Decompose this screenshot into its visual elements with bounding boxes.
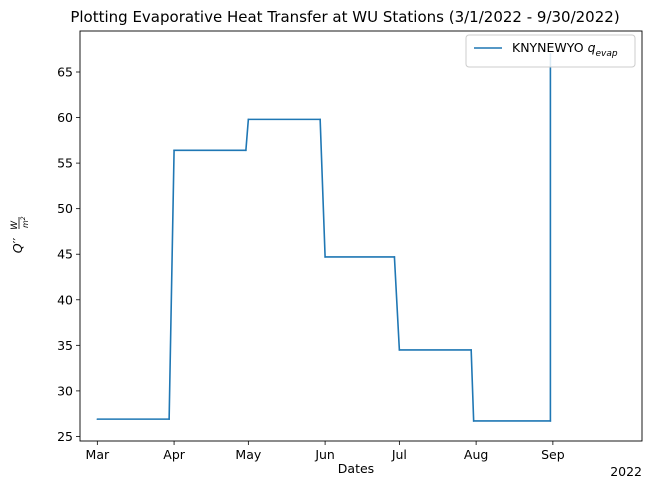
y-tick-label: 45: [57, 247, 73, 262]
x-tick-label: Apr: [163, 447, 185, 462]
svg-text:m2: m2: [20, 216, 30, 228]
svg-text:Q′′ W: Q′′ W: [10, 220, 25, 254]
y-label-den: m: [21, 220, 30, 228]
series-points: [96, 52, 552, 422]
legend-box: [465, 34, 636, 68]
y-tick-label: 65: [57, 65, 73, 80]
y-label-q: Q: [10, 243, 25, 253]
x-tick-label: Aug: [464, 447, 488, 462]
series-data-point: [398, 349, 401, 351]
y-tick-label: 30: [57, 383, 73, 398]
legend-label-q: q: [588, 40, 596, 55]
y-tick-label: 35: [57, 338, 73, 353]
axes-frame: [79, 30, 643, 442]
y-label-den-sup: 2: [20, 216, 27, 220]
y-axis-ticks: 25 30 35 40 45 50 55 60 65: [57, 65, 80, 444]
x-axis-ticks: Mar Apr May Jun Jul Aug Sep: [86, 441, 565, 462]
legend-label-main: KNYNEWYO: [512, 40, 588, 55]
series-data-point: [470, 349, 472, 351]
x-tick-label: Mar: [86, 447, 110, 462]
x-tick-label: Jun: [314, 447, 335, 462]
series-data-point: [247, 118, 250, 121]
series-data-point: [173, 149, 175, 152]
x-axis-label: Dates: [338, 461, 374, 476]
chart-title: Plotting Evaporative Heat Transfer at WU…: [70, 8, 619, 26]
x-tick-label: Jul: [391, 447, 407, 462]
series-data-point: [168, 418, 170, 420]
x-tick-label: Sep: [541, 447, 565, 462]
series-data-point: [324, 256, 326, 258]
series-data-point: [472, 420, 475, 422]
y-tick-label: 55: [57, 156, 73, 171]
y-tick-label: 50: [57, 201, 73, 216]
legend-label: KNYNEWYO qevap: [512, 40, 618, 59]
y-tick-label: 60: [57, 110, 73, 125]
series-data-point: [96, 418, 99, 420]
series-data-point: [245, 149, 247, 152]
y-axis-label: Q′′ W m2: [10, 216, 30, 253]
legend-label-sub: evap: [596, 49, 618, 59]
y-tick-label: 25: [57, 429, 73, 444]
y-label-num: W: [10, 220, 20, 230]
y-label-prime: ′′: [10, 238, 25, 244]
plot-area: [79, 30, 643, 442]
y-tick-label: 40: [57, 292, 73, 307]
x-tick-label: May: [235, 447, 261, 462]
x-offset-label: 2022: [610, 464, 642, 479]
series-data-point: [393, 256, 396, 258]
series-data-point: [319, 118, 321, 121]
legend: KNYNEWYO qevap: [465, 34, 636, 68]
series-data-point: [549, 420, 552, 422]
